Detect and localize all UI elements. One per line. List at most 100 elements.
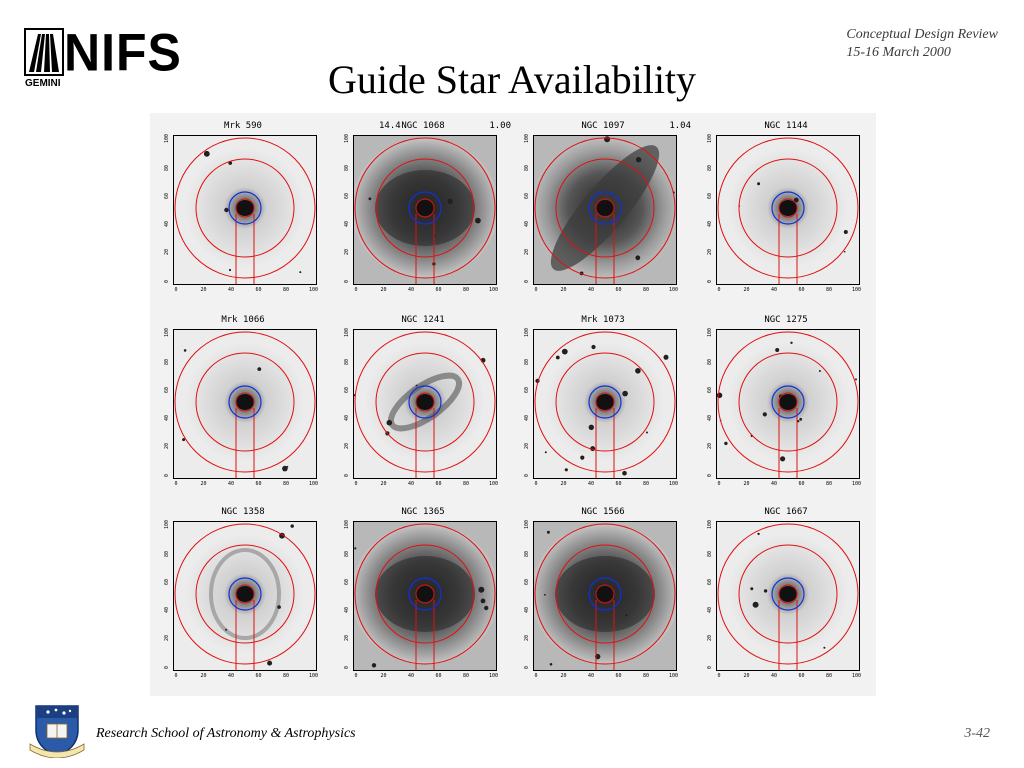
y-tick-label: 0: [164, 473, 170, 477]
inner-blue-circle: [588, 385, 622, 419]
field-star: [183, 349, 187, 352]
field-star: [790, 341, 793, 344]
inner-blue-circle: [588, 191, 622, 225]
y-tick-label: 0: [164, 279, 170, 283]
field-star: [279, 532, 285, 539]
x-tick-label: 80: [825, 481, 833, 487]
y-tick-label: 0: [344, 473, 350, 477]
middle-field-circle: [195, 352, 295, 452]
y-tick-label: 20: [344, 248, 350, 255]
x-tick-label: 40: [407, 287, 415, 293]
y-tick-labels: 0 20 40 60 80 100: [344, 520, 352, 671]
y-tick-label: 80: [524, 164, 530, 171]
x-tick-label: 80: [462, 673, 470, 679]
panel-name: NGC 1241: [401, 315, 445, 325]
y-tick-label: 80: [524, 550, 530, 557]
panel-name: Mrk 1066: [221, 315, 265, 325]
field-star: [588, 424, 594, 430]
outer-field-circle: [534, 331, 676, 473]
x-tick-label: 0: [354, 673, 358, 679]
field-star: [546, 530, 550, 534]
y-tick-label: 100: [707, 327, 713, 337]
field-star: [561, 348, 568, 355]
x-tick-label: 0: [534, 481, 538, 487]
y-tick-labels: 0 20 40 60 80 100: [164, 520, 172, 671]
inner-red-circle: [778, 198, 798, 218]
x-tick-label: 20: [200, 481, 207, 487]
y-tick-label: 60: [524, 578, 530, 585]
y-tick-label: 0: [707, 279, 713, 283]
y-tick-label: 0: [524, 665, 530, 669]
outer-field-circle: [174, 523, 316, 665]
inner-red-circle: [595, 392, 615, 412]
field-star: [823, 646, 826, 649]
x-tick-label: 80: [825, 287, 833, 293]
x-tick-label: 100: [308, 481, 319, 487]
y-tick-label: 20: [344, 442, 350, 449]
y-tick-label: 80: [344, 358, 350, 365]
field-star: [555, 355, 560, 360]
panel-name: NGC 1275: [764, 315, 808, 325]
y-tick-label: 0: [344, 665, 350, 669]
y-tick-label: 40: [707, 220, 713, 227]
field-star: [371, 663, 377, 668]
panel-label: NGC 1566: [513, 502, 693, 522]
x-tick-label: 100: [308, 287, 319, 293]
x-tick-labels: 0 20 40 60 80 100: [173, 481, 319, 489]
y-tick-label: 20: [524, 634, 530, 641]
x-tick-labels: 0 20 40 60 80 100: [716, 287, 861, 295]
field-star: [625, 614, 628, 617]
x-tick-label: 60: [255, 287, 262, 293]
y-tick-label: 60: [707, 386, 713, 393]
outer-field-circle: [354, 331, 496, 473]
field-star: [354, 547, 357, 550]
inner-red-circle: [778, 392, 798, 412]
panel-name: NGC 1097: [581, 121, 625, 131]
outer-field-circle: [717, 331, 859, 473]
x-tick-label: 40: [587, 481, 595, 487]
galaxy-image: [173, 135, 317, 285]
x-tick-label: 20: [560, 481, 567, 487]
galaxy-image: [173, 329, 317, 479]
panel-label: NGC 1144: [696, 116, 876, 136]
panel-name: NGC 1667: [764, 507, 808, 517]
y-tick-label: 20: [707, 634, 713, 641]
y-tick-label: 40: [164, 606, 170, 613]
field-star: [478, 586, 485, 593]
inner-blue-circle: [408, 191, 442, 225]
y-tick-label: 100: [344, 133, 350, 143]
panel-label: Mrk 1073: [513, 310, 693, 330]
x-tick-label: 40: [770, 673, 778, 679]
field-star: [228, 161, 233, 165]
x-tick-label: 40: [770, 481, 778, 487]
y-tick-labels: 0 20 40 60 80 100: [164, 134, 172, 285]
outer-field-circle: [354, 523, 496, 665]
y-tick-label: 0: [707, 665, 713, 669]
middle-field-circle: [375, 158, 475, 258]
field-star: [225, 628, 228, 631]
x-tick-labels: 0 20 40 60 80 100: [533, 673, 678, 681]
x-tick-label: 0: [534, 287, 538, 293]
field-star: [843, 250, 846, 253]
field-star: [475, 217, 481, 224]
y-tick-label: 80: [344, 550, 350, 557]
x-tick-label: 0: [174, 481, 178, 487]
y-tick-label: 20: [164, 634, 170, 641]
field-star: [855, 378, 857, 381]
x-tick-label: 60: [798, 287, 805, 293]
outer-field-circle: [717, 137, 859, 279]
x-tick-label: 0: [717, 673, 721, 679]
field-star: [818, 370, 821, 372]
x-tick-label: 60: [435, 287, 442, 293]
field-star: [182, 438, 186, 442]
y-tick-label: 40: [524, 414, 530, 421]
field-star: [752, 601, 759, 608]
x-tick-label: 80: [825, 673, 833, 679]
x-tick-label: 0: [717, 481, 721, 487]
x-tick-label: 100: [488, 287, 499, 293]
panel-strehl: 1.00: [489, 121, 511, 131]
field-star: [762, 412, 767, 417]
field-star: [203, 150, 210, 157]
y-tick-labels: 0 20 40 60 80 100: [164, 328, 172, 479]
x-tick-labels: 0 20 40 60 80 100: [173, 673, 318, 681]
